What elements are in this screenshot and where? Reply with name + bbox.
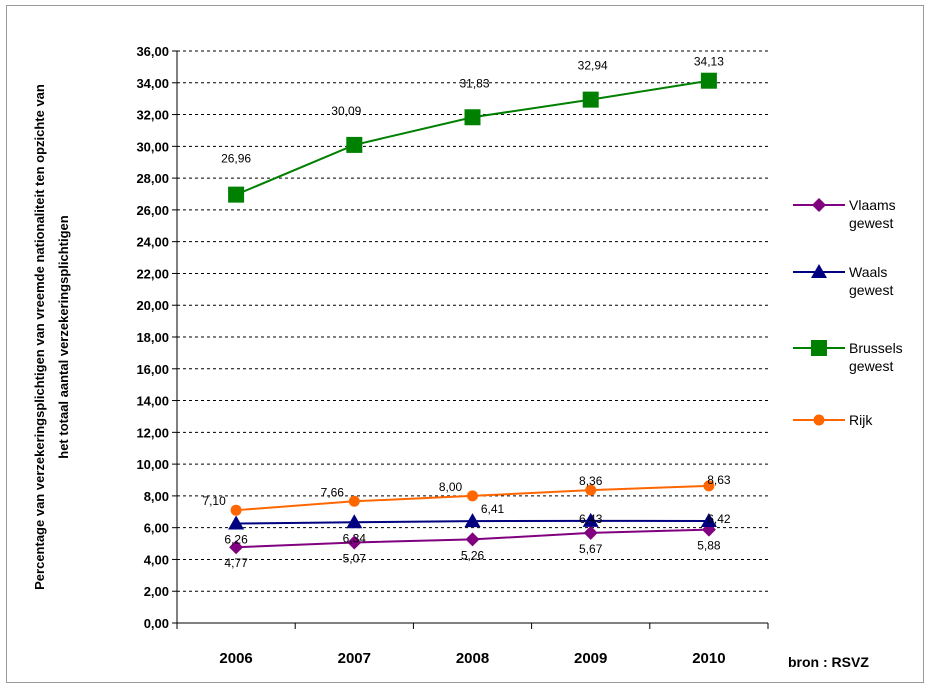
- data-point-rijk: [703, 480, 715, 492]
- data-point-waals-gewest: [700, 512, 717, 527]
- y-tick-label: 30,00: [136, 139, 169, 154]
- legend-marker-rijk: [813, 414, 825, 426]
- data-label-brussels-gewest: 31,83: [459, 76, 489, 90]
- y-tick-label: 16,00: [136, 362, 169, 377]
- data-point-waals-gewest: [228, 515, 245, 530]
- y-tick-label: 18,00: [136, 330, 169, 345]
- data-point-rijk: [230, 504, 242, 516]
- legend-marker-vlaams-gewest: [812, 198, 826, 212]
- data-point-brussels-gewest: [346, 136, 363, 153]
- data-point-waals-gewest: [582, 512, 599, 527]
- data-point-vlaams-gewest: [347, 535, 362, 550]
- y-tick-label: 34,00: [136, 76, 169, 91]
- x-tick-labels: 2006 2007 2008 2009 2010: [219, 650, 725, 667]
- data-label-rijk: 8,63: [707, 473, 731, 487]
- data-point-brussels-gewest: [700, 72, 717, 89]
- data-point-brussels-gewest: [582, 91, 599, 108]
- data-label-waals-gewest: 6,41: [481, 502, 505, 516]
- legend-label-vlaams-gewest: gewest: [849, 215, 893, 231]
- source-note: bron : RSVZ: [788, 654, 869, 670]
- data-label-brussels-gewest: 34,13: [694, 55, 724, 69]
- data-point-rijk: [348, 495, 360, 507]
- data-label-waals-gewest: 6,26: [224, 533, 248, 547]
- data-label-brussels-gewest: 30,09: [331, 104, 361, 118]
- y-tick-label: 14,00: [136, 394, 169, 409]
- y-tick-label: 28,00: [136, 171, 169, 186]
- data-point-rijk: [467, 490, 478, 502]
- y-tick-label: 8,00: [144, 489, 169, 504]
- data-label-brussels-gewest: 32,94: [578, 59, 608, 73]
- series-group: [228, 72, 717, 555]
- legend-marker-brussels-gewest: [811, 340, 827, 356]
- data-label-vlaams-gewest: 5,07: [343, 551, 367, 565]
- y-tick-label: 4,00: [144, 552, 169, 567]
- data-point-brussels-gewest: [464, 109, 481, 126]
- y-tick-label: 12,00: [136, 425, 169, 440]
- legend-marker-waals-gewest: [811, 264, 827, 278]
- y-tick-label: 36,00: [136, 44, 169, 59]
- x-tick-label: 2009: [574, 650, 607, 667]
- data-point-vlaams-gewest: [229, 540, 244, 555]
- data-point-waals-gewest: [464, 513, 481, 528]
- data-label-waals-gewest: 6,43: [579, 512, 603, 526]
- data-label-vlaams-gewest: 5,88: [697, 539, 721, 553]
- x-tick-label: 2006: [219, 650, 252, 667]
- axes: [172, 50, 769, 629]
- y-tick-label: 24,00: [136, 235, 169, 250]
- data-labels: 4,77 5,07 5,26 5,67 5,88 6,26 6,34 6,41 6,43 6,42…: [202, 55, 730, 570]
- y-tick-label: 20,00: [136, 298, 169, 313]
- y-tick-label: 6,00: [144, 521, 169, 536]
- data-label-waals-gewest: 6,34: [343, 531, 367, 545]
- data-label-rijk: 8,00: [439, 480, 463, 494]
- data-label-waals-gewest: 6,42: [707, 512, 731, 526]
- data-label-rijk: 7,66: [321, 485, 345, 499]
- y-tick-label: 22,00: [136, 266, 169, 281]
- legend-label-brussels-gewest: Brussels: [849, 340, 903, 356]
- legend: Vlaams gewest Waals gewest Brussels gewest Rij…: [793, 197, 903, 428]
- y-axis-label: Percentage van verzekeringsplichtigen va…: [32, 84, 71, 590]
- legend-label-brussels-gewest: gewest: [849, 358, 893, 374]
- series-line-brussels-gewest: [235, 79, 710, 196]
- data-label-rijk: 8,36: [579, 474, 603, 488]
- legend-label-vlaams-gewest: Vlaams: [849, 197, 896, 213]
- data-point-rijk: [585, 484, 597, 496]
- legend-label-waals-gewest: Waals: [849, 264, 887, 280]
- data-point-brussels-gewest: [228, 186, 245, 203]
- x-tick-label: 2008: [456, 650, 489, 667]
- y-tick-label: 32,00: [136, 108, 169, 123]
- legend-label-rijk: Rijk: [849, 412, 873, 428]
- data-label-rijk: 7,10: [202, 494, 226, 508]
- y-tick-label: 26,00: [136, 203, 169, 218]
- y-tick-labels: 0,00 2,00 4,00 6,00 8,00 10,00 12,00 14,00 16,00…: [136, 44, 169, 631]
- data-label-vlaams-gewest: 5,67: [579, 542, 603, 556]
- y-axis-label-line: het totaal aantal verzekeringsplichtigen: [56, 215, 71, 459]
- x-tick-label: 2010: [692, 650, 725, 667]
- data-label-brussels-gewest: 26,96: [221, 152, 251, 166]
- y-axis-label-line: Percentage van verzekeringsplichtigen va…: [32, 84, 47, 590]
- grid-lines: [177, 50, 768, 592]
- x-tick-label: 2007: [338, 650, 371, 667]
- y-tick-label: 10,00: [136, 457, 169, 472]
- data-point-vlaams-gewest: [465, 532, 480, 547]
- data-label-vlaams-gewest: 4,77: [224, 556, 248, 570]
- y-tick-label: 0,00: [144, 616, 169, 631]
- data-point-waals-gewest: [346, 514, 363, 529]
- data-point-vlaams-gewest: [583, 525, 598, 540]
- data-label-vlaams-gewest: 5,26: [461, 548, 485, 562]
- legend-label-waals-gewest: gewest: [849, 282, 893, 298]
- y-tick-label: 2,00: [144, 584, 169, 599]
